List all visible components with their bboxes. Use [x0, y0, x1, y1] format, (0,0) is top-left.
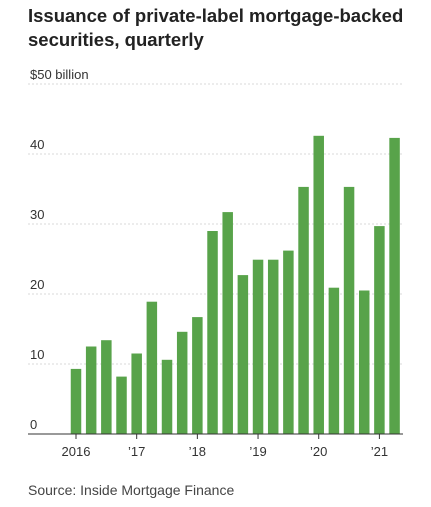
- x-tick-labels: 2016 ’17 ’18 ’19 ’20 ’21: [62, 434, 388, 459]
- bar: [267, 259, 279, 434]
- y-tick-label: 10: [30, 347, 44, 362]
- x-tick-label: ’21: [371, 444, 388, 459]
- bar: [358, 290, 370, 434]
- bar: [222, 212, 233, 434]
- bars: [70, 135, 400, 435]
- x-tick-label: ’20: [310, 444, 327, 459]
- y-tick-label: 30: [30, 207, 44, 222]
- y-tick-label: 0: [30, 417, 37, 432]
- bar: [207, 231, 218, 434]
- y-unit-label: $50 billion: [30, 67, 89, 82]
- bar: [85, 346, 97, 434]
- x-tick-label: ’17: [128, 444, 145, 459]
- bar: [161, 359, 173, 434]
- bar: [192, 317, 203, 434]
- y-tick-labels: 0 10 20 30 40: [30, 137, 44, 432]
- bar: [176, 331, 188, 434]
- bar: [298, 186, 309, 434]
- bar: [101, 340, 112, 434]
- chart-title: Issuance of private-label mortgage-backe…: [28, 5, 404, 50]
- bar: [283, 250, 294, 434]
- bar: [146, 301, 158, 434]
- x-tick-label: ’19: [249, 444, 266, 459]
- bar: [374, 226, 385, 434]
- bar: [313, 135, 324, 435]
- bar: [328, 287, 340, 434]
- bar: [116, 376, 127, 434]
- x-tick-label: 2016: [62, 444, 91, 459]
- source-note: Source: Inside Mortgage Finance: [28, 482, 235, 498]
- bar-chart: 0 10 20 30 40 2016 ’17 ’18 ’19 ’20 ’21 $50 billio…: [28, 67, 403, 459]
- bar: [237, 275, 249, 434]
- y-tick-label: 20: [30, 277, 44, 292]
- bar: [131, 353, 142, 434]
- bar: [343, 186, 355, 434]
- bar: [70, 368, 82, 434]
- bar: [252, 259, 264, 434]
- bar: [389, 137, 400, 434]
- x-tick-label: ’18: [189, 444, 206, 459]
- gridlines: [28, 83, 403, 365]
- y-tick-label: 40: [30, 137, 44, 152]
